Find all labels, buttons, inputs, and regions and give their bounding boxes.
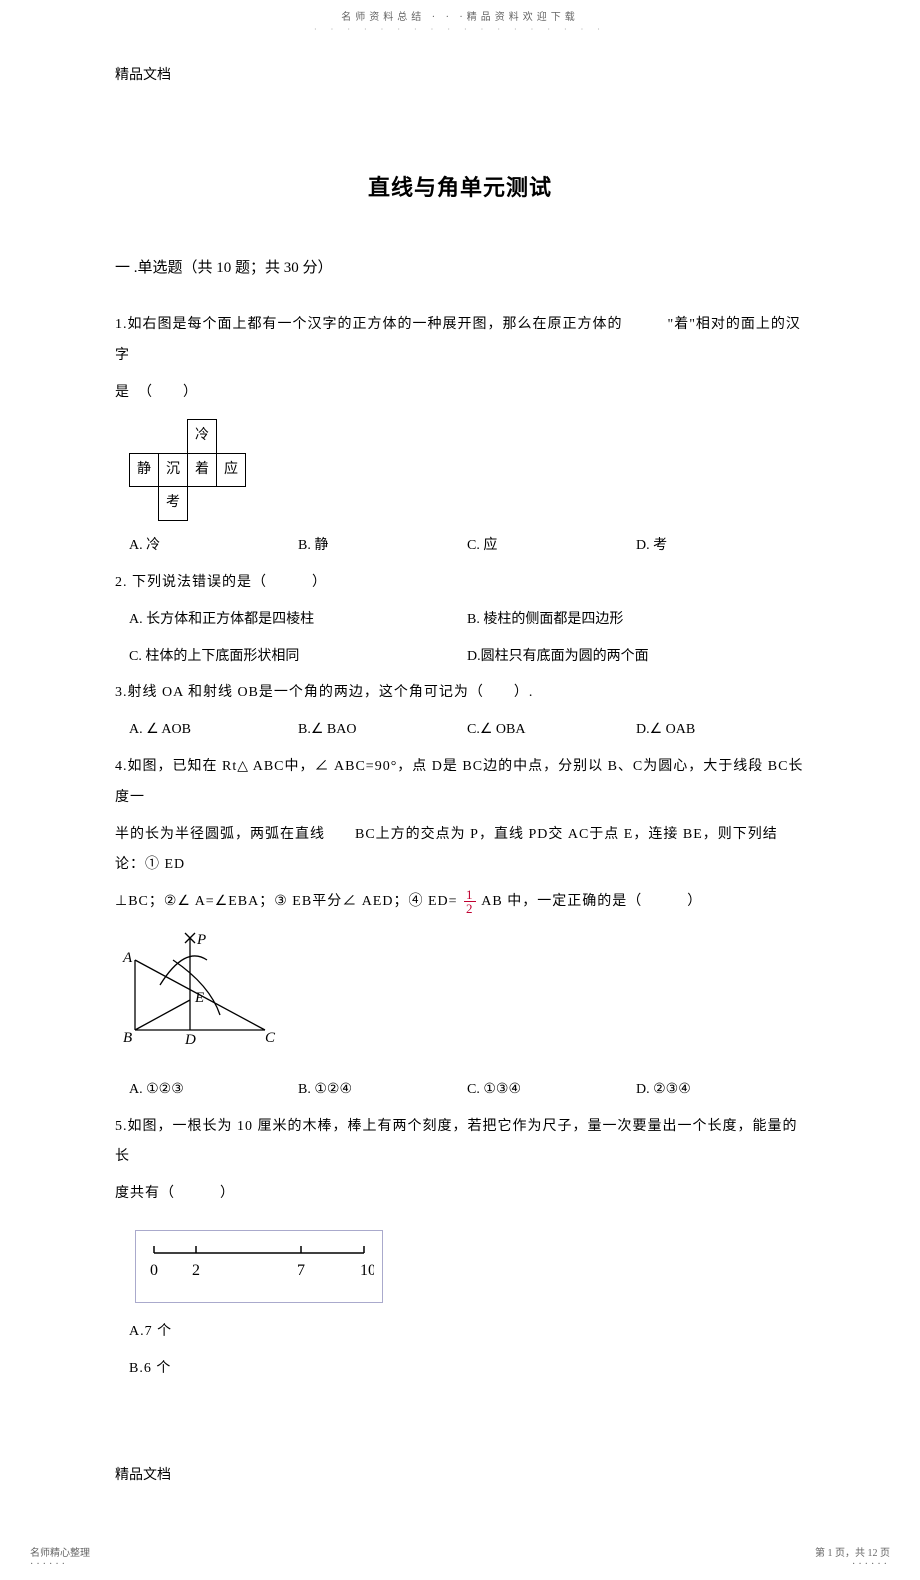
top-header: 名师资料总结 · · ·精品资料欢迎下载 xyxy=(0,0,920,25)
q4-line1: 4.如图，已知在 Rt△ ABC中，∠ ABC=90°，点 D是 BC边的中点，… xyxy=(115,752,805,814)
net-cell: 应 xyxy=(217,453,246,487)
content: 直线与角单元测试 一 .单选题（共 10 题；共 30 分） 1.如右图是每个面… xyxy=(115,164,805,1384)
q1-line2: 是 （ ） xyxy=(115,378,805,409)
label-A: A xyxy=(122,950,133,966)
q1-options: A. 冷 B. 静 C. 应 D. 考 xyxy=(129,531,805,562)
q4-line3-pre: ⊥BC；②∠ A=∠EBA；③ EB平分∠ AED；④ ED= xyxy=(115,894,462,909)
q2-options-row2: C. 柱体的上下底面形状相同 D.圆柱只有底面为圆的两个面 xyxy=(129,642,805,673)
net-cell: 着 xyxy=(188,453,217,487)
q3-opt-a: A. ∠ AOB xyxy=(129,715,298,746)
q2-options-row1: A. 长方体和正方体都是四棱柱 B. 棱柱的侧面都是四边形 xyxy=(129,605,805,636)
q3-text: 3.射线 OA 和射线 OB是一个角的两边，这个角可记为（ ）. xyxy=(115,678,805,709)
q3-opt-c: C.∠ OBA xyxy=(467,715,636,746)
doc-label-top: 精品文档 xyxy=(115,64,920,84)
footer-left-text: 名师精心整理 xyxy=(30,1548,90,1559)
q3-opt-b: B.∠ BAO xyxy=(298,715,467,746)
q1-opt-a: A. 冷 xyxy=(129,531,298,562)
q5-opt-b: B.6 个 xyxy=(129,1354,805,1385)
label-C: C xyxy=(265,1030,276,1046)
section-1-head: 一 .单选题（共 10 题；共 30 分） xyxy=(115,252,805,285)
footer-left: 名师精心整理 ······ xyxy=(30,1544,90,1570)
ruler-label: 10 xyxy=(360,1262,374,1279)
footer-dots: ······ xyxy=(30,1559,68,1570)
q4-opt-b: B. ①②④ xyxy=(298,1075,467,1106)
fraction-num: 1 xyxy=(464,888,476,902)
q3-opt-d: D.∠ OAB xyxy=(636,715,805,746)
footer-dots: ······ xyxy=(852,1559,890,1570)
net-cell: 静 xyxy=(130,453,159,487)
q2-opt-b: B. 棱柱的侧面都是四边形 xyxy=(467,605,805,636)
q4-line2: 半的长为半径圆弧，两弧在直线 BC上方的交点为 P，直线 PD交 AC于点 E，… xyxy=(115,820,805,882)
net-cell: 沉 xyxy=(159,453,188,487)
ruler-diagram: 0 2 7 10 xyxy=(144,1239,374,1281)
q4-line3: ⊥BC；②∠ A=∠EBA；③ EB平分∠ AED；④ ED= 1 2 AB 中… xyxy=(115,887,805,918)
q4-figure: A B C D E P xyxy=(115,930,805,1063)
q4-opt-d: D. ②③④ xyxy=(636,1075,805,1106)
top-dots: · · · · · · · · · · · · · · · · · · xyxy=(0,25,920,34)
q1-opt-d: D. 考 xyxy=(636,531,805,562)
ruler-label: 0 xyxy=(150,1262,158,1279)
fraction-half: 1 2 xyxy=(464,888,476,915)
cube-net-table: 冷 静 沉 着 应 考 xyxy=(129,419,246,521)
q5-line1: 5.如图，一根长为 10 厘米的木棒，棒上有两个刻度，若把它作为尺子，量一次要量… xyxy=(115,1112,805,1174)
page: 名师资料总结 · · ·精品资料欢迎下载 · · · · · · · · · ·… xyxy=(0,0,920,1580)
q1-opt-b: B. 静 xyxy=(298,531,467,562)
q2-opt-d: D.圆柱只有底面为圆的两个面 xyxy=(467,642,805,673)
label-D: D xyxy=(184,1032,196,1048)
ruler-label: 7 xyxy=(297,1262,305,1279)
ruler-label: 2 xyxy=(192,1262,200,1279)
q3-options: A. ∠ AOB B.∠ BAO C.∠ OBA D.∠ OAB xyxy=(129,715,805,746)
q4-opt-c: C. ①③④ xyxy=(467,1075,636,1106)
q5-line2: 度共有（ ） xyxy=(115,1179,805,1210)
q4-line3-post: AB 中，一定正确的是（ ） xyxy=(481,894,702,909)
q4-options: A. ①②③ B. ①②④ C. ①③④ D. ②③④ xyxy=(129,1075,805,1106)
q2-opt-a: A. 长方体和正方体都是四棱柱 xyxy=(129,605,467,636)
q5-opt-a: A.7 个 xyxy=(129,1317,805,1348)
net-cell: 考 xyxy=(159,487,188,521)
footer-right: 第 1 页，共 12 页 ······ xyxy=(815,1544,890,1570)
q1-opt-c: C. 应 xyxy=(467,531,636,562)
net-cell: 冷 xyxy=(188,419,217,453)
label-B: B xyxy=(123,1030,132,1046)
q1-line1: 1.如右图是每个面上都有一个汉字的正方体的一种展开图，那么在原正方体的 "着"相… xyxy=(115,310,805,372)
triangle-diagram: A B C D E P xyxy=(115,930,285,1050)
page-title: 直线与角单元测试 xyxy=(115,164,805,212)
q2-opt-c: C. 柱体的上下底面形状相同 xyxy=(129,642,467,673)
label-E: E xyxy=(194,990,204,1006)
q4-opt-a: A. ①②③ xyxy=(129,1075,298,1106)
fraction-den: 2 xyxy=(464,902,476,915)
label-P: P xyxy=(196,932,206,948)
footer-right-text: 第 1 页，共 12 页 xyxy=(815,1548,890,1559)
q1-cube-net: 冷 静 沉 着 应 考 xyxy=(129,419,805,521)
doc-label-bottom: 精品文档 xyxy=(115,1464,920,1484)
q2-text: 2. 下列说法错误的是（ ） xyxy=(115,568,805,599)
q5-ruler-figure: 0 2 7 10 xyxy=(135,1230,383,1303)
page-footer: 名师精心整理 ······ 第 1 页，共 12 页 ······ xyxy=(0,1544,920,1580)
